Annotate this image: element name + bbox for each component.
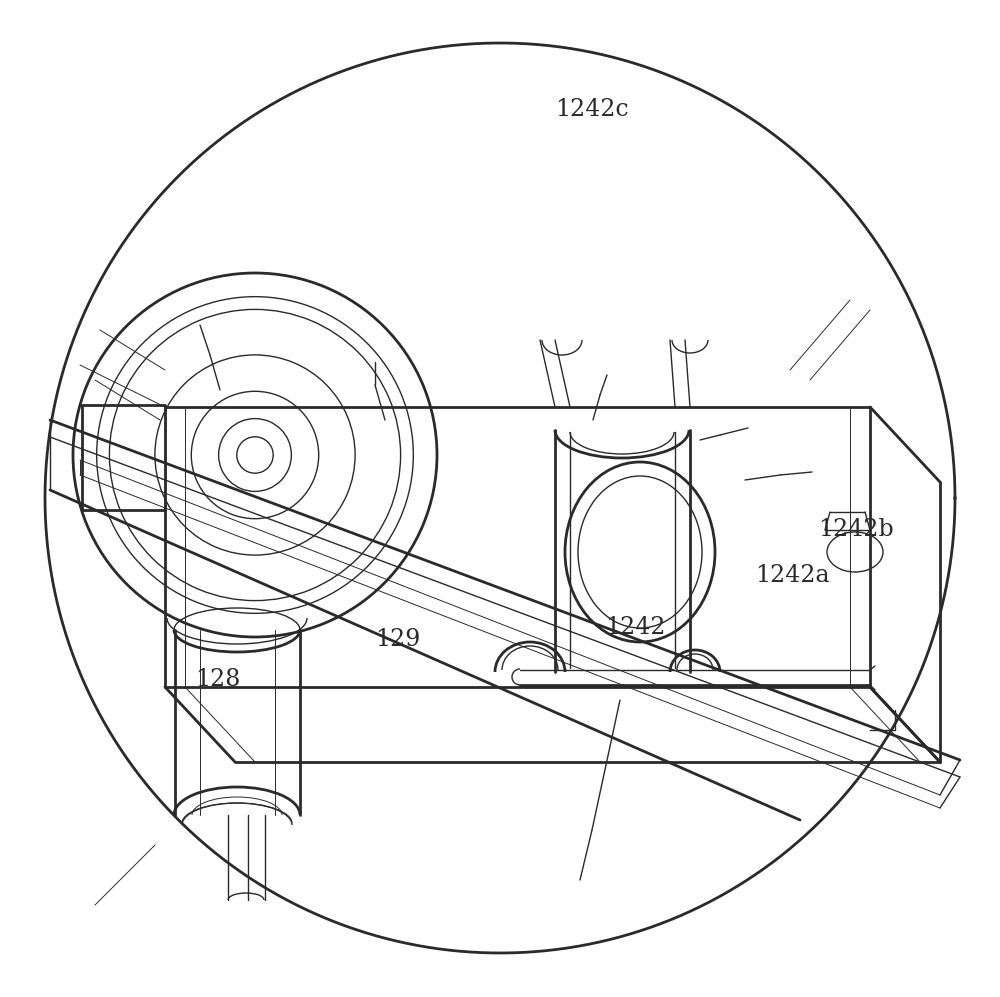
Text: 1242a: 1242a: [755, 563, 830, 586]
Text: 1242c: 1242c: [555, 99, 629, 122]
Text: 129: 129: [375, 628, 420, 651]
Text: 128: 128: [195, 669, 240, 692]
Text: 1242: 1242: [605, 616, 666, 639]
Text: 1242b: 1242b: [818, 518, 894, 541]
